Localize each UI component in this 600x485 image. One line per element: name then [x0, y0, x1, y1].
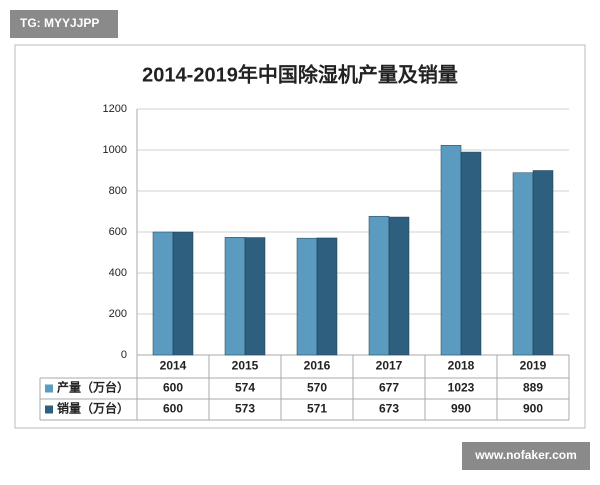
table-value: 571 [307, 402, 327, 416]
y-tick-label: 0 [121, 349, 127, 361]
table-value: 600 [163, 402, 183, 416]
table-value: 574 [235, 381, 255, 395]
table-value: 570 [307, 381, 327, 395]
legend-swatch [45, 405, 53, 414]
watermark-box [462, 442, 590, 470]
bar [460, 151, 482, 356]
bar [512, 172, 534, 356]
table-value: 1023 [448, 381, 475, 395]
legend-label: 产量（万台） [57, 380, 129, 395]
bar [296, 237, 318, 356]
legend-swatch [45, 384, 53, 393]
bar [532, 170, 554, 356]
table-value: 677 [379, 381, 399, 395]
bar [388, 216, 410, 356]
table-value: 900 [523, 402, 543, 416]
x-tick-label: 2015 [232, 359, 259, 373]
y-tick-label: 1200 [103, 103, 127, 115]
bar [244, 237, 266, 356]
y-tick-label: 1000 [103, 144, 127, 156]
bar [172, 231, 194, 356]
bar [224, 237, 246, 356]
bar [152, 231, 174, 356]
watermark-box [10, 10, 118, 38]
bar [440, 145, 462, 356]
y-tick-label: 800 [109, 185, 127, 197]
legend-label: 销量（万台） [57, 401, 129, 416]
table-value: 573 [235, 402, 255, 416]
x-tick-label: 2019 [520, 359, 547, 373]
x-tick-label: 2016 [304, 359, 331, 373]
y-tick-label: 200 [109, 308, 127, 320]
y-tick-label: 400 [109, 267, 127, 279]
table-value: 600 [163, 381, 183, 395]
x-tick-label: 2014 [160, 359, 187, 373]
y-tick-label: 600 [109, 226, 127, 238]
table-value: 990 [451, 402, 471, 416]
table-value: 889 [523, 381, 543, 395]
bar [316, 237, 338, 356]
watermark: www.nofaker.com [474, 448, 577, 462]
x-tick-label: 2018 [448, 359, 475, 373]
chart-title: 2014-2019年中国除湿机产量及销量 [142, 62, 458, 86]
chart-frame [14, 44, 586, 429]
table-value: 673 [379, 402, 399, 416]
bar [368, 215, 390, 356]
x-tick-label: 2017 [376, 359, 403, 373]
watermark: TG: MYYJJPP [20, 16, 99, 30]
